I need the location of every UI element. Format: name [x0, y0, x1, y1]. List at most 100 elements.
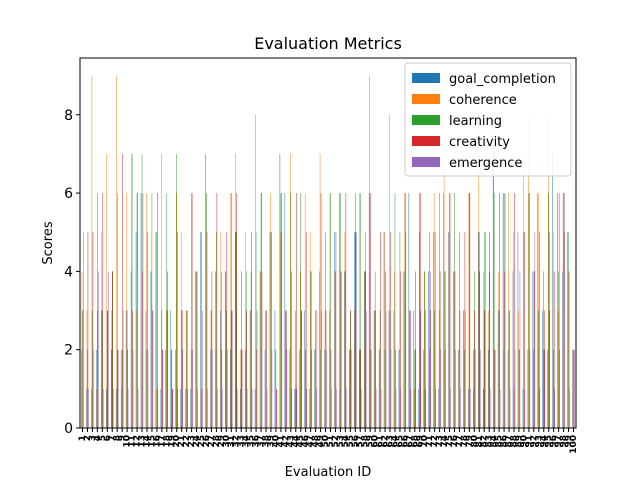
bar-learning-42	[285, 310, 287, 428]
bar-coherence-2	[86, 310, 88, 428]
x-tick-label: 19	[167, 435, 177, 448]
bar-creativity-89	[519, 349, 520, 428]
bar-learning-5	[102, 310, 103, 428]
x-tick-label: 33	[237, 435, 247, 448]
bar-coherence-39	[270, 193, 271, 428]
bar-creativity-35	[251, 232, 252, 428]
bar-creativity-69	[420, 193, 421, 428]
bar-creativity-71	[429, 310, 431, 428]
bar-learning-44	[295, 310, 297, 428]
bar-goal_completion-21	[180, 388, 181, 428]
bar-creativity-86	[504, 271, 505, 428]
bar-coherence-91	[528, 114, 529, 429]
bar-coherence-74	[443, 153, 445, 428]
bar-goal_completion-8	[115, 388, 117, 428]
bar-emergence-51	[331, 388, 332, 428]
x-tick-label: 49	[316, 435, 326, 448]
x-tick-label: 76	[450, 435, 460, 448]
bar-emergence-96	[554, 388, 555, 428]
bar-learning-57	[359, 193, 361, 428]
bar-coherence-8	[116, 75, 117, 429]
bar-emergence-24	[197, 388, 198, 428]
x-tick-label: 47	[306, 435, 316, 448]
bar-creativity-59	[370, 193, 371, 428]
bar-learning-89	[518, 349, 520, 428]
bar-learning-45	[300, 193, 301, 428]
bar-goal_completion-67	[408, 193, 410, 428]
bar-emergence-30	[227, 349, 228, 428]
x-tick-label: 38	[262, 435, 272, 448]
bar-coherence-42	[285, 310, 286, 428]
bar-learning-58	[364, 232, 366, 428]
bar-emergence-67	[410, 388, 412, 428]
bar-goal_completion-32	[235, 232, 236, 428]
bar-emergence-69	[420, 310, 421, 428]
bar-learning-17	[161, 310, 163, 428]
bar-learning-10	[126, 310, 128, 428]
bar-emergence-48	[316, 388, 317, 428]
bar-learning-78	[464, 349, 465, 428]
bar-learning-100	[573, 349, 574, 428]
bar-goal_completion-17	[160, 388, 162, 428]
bar-emergence-58	[365, 310, 367, 428]
bar-goal_completion-35	[249, 310, 251, 428]
bar-creativity-20	[176, 232, 178, 428]
bar-emergence-82	[484, 232, 486, 428]
bar-learning-80	[474, 271, 475, 428]
bar-learning-84	[493, 193, 495, 428]
x-tick-label: 9	[118, 435, 128, 441]
bar-learning-26	[206, 193, 207, 428]
bar-coherence-82	[483, 271, 484, 428]
bar-emergence-45	[301, 310, 302, 428]
bar-emergence-97	[559, 349, 560, 428]
bar-goal_completion-80	[473, 349, 474, 428]
x-tick-label: 28	[212, 435, 222, 448]
bar-emergence-6	[108, 271, 109, 428]
bar-emergence-11	[132, 349, 134, 428]
bar-emergence-78	[465, 310, 466, 428]
x-tick-label: 75	[445, 435, 455, 448]
bar-goal_completion-52	[334, 232, 335, 428]
bar-creativity-99	[568, 271, 570, 428]
bar-learning-3	[92, 310, 93, 428]
bar-creativity-39	[271, 232, 272, 428]
bar-emergence-35	[251, 388, 253, 428]
bar-goal_completion-49	[319, 271, 320, 428]
bar-coherence-92	[533, 271, 534, 428]
x-tick-label: 20	[172, 435, 182, 448]
bar-learning-43	[290, 193, 292, 428]
bar-goal_completion-34	[244, 349, 246, 428]
bar-emergence-28	[217, 388, 218, 428]
bar-learning-56	[355, 193, 356, 428]
bar-learning-24	[196, 271, 197, 428]
bar-coherence-99	[567, 271, 569, 428]
bar-goal_completion-99	[567, 232, 568, 428]
bar-coherence-45	[299, 271, 301, 428]
bar-emergence-14	[147, 349, 149, 428]
bar-goal_completion-22	[185, 388, 186, 428]
bar-emergence-94	[544, 349, 545, 428]
x-tick-label: 79	[465, 435, 475, 448]
bar-emergence-74	[445, 271, 446, 428]
bar-emergence-23	[192, 349, 193, 428]
y-tick-group: 0 2 4 6 8	[64, 108, 80, 437]
bar-creativity-16	[157, 193, 158, 428]
bar-emergence-93	[539, 388, 541, 428]
bar-goal_completion-6	[106, 388, 107, 428]
bar-creativity-84	[494, 349, 495, 428]
bar-learning-4	[97, 193, 98, 428]
bar-coherence-35	[250, 310, 251, 428]
bar-emergence-20	[177, 388, 178, 428]
bar-learning-18	[166, 193, 168, 428]
bar-emergence-50	[326, 349, 327, 428]
bar-learning-30	[226, 310, 227, 428]
x-tick-label: 51	[326, 435, 336, 448]
x-tick-label: 21	[177, 435, 187, 448]
bar-goal_completion-60	[373, 310, 375, 428]
bar-coherence-40	[275, 349, 276, 428]
bar-emergence-100	[574, 349, 575, 428]
bar-emergence-66	[405, 232, 407, 428]
bar-emergence-27	[212, 349, 213, 428]
bar-coherence-6	[106, 153, 108, 428]
bar-creativity-28	[216, 193, 218, 428]
